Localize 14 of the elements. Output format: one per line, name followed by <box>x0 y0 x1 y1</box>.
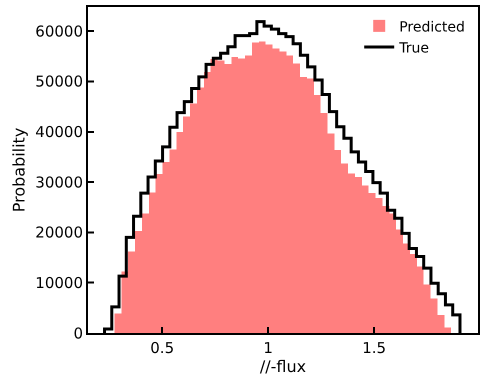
y-tick-label: 30000 <box>35 173 83 192</box>
legend-label: Predicted <box>399 19 465 36</box>
y-tick-label: 20000 <box>35 224 83 242</box>
y-tick-label: 50000 <box>35 72 83 91</box>
y-tick-label: 40000 <box>35 123 83 142</box>
x-tick-label: 1 <box>263 339 273 357</box>
y-tick-label: 10000 <box>35 274 83 292</box>
x-axis-title: //-flux <box>260 357 306 376</box>
y-tick-label: 60000 <box>35 22 83 40</box>
legend-label: True <box>398 40 429 57</box>
x-tick-label: 1.5 <box>362 339 386 357</box>
x-tick-label: 0.5 <box>150 339 174 357</box>
y-axis-title: Probability <box>10 128 29 212</box>
y-tick-label: 0 <box>73 324 83 342</box>
